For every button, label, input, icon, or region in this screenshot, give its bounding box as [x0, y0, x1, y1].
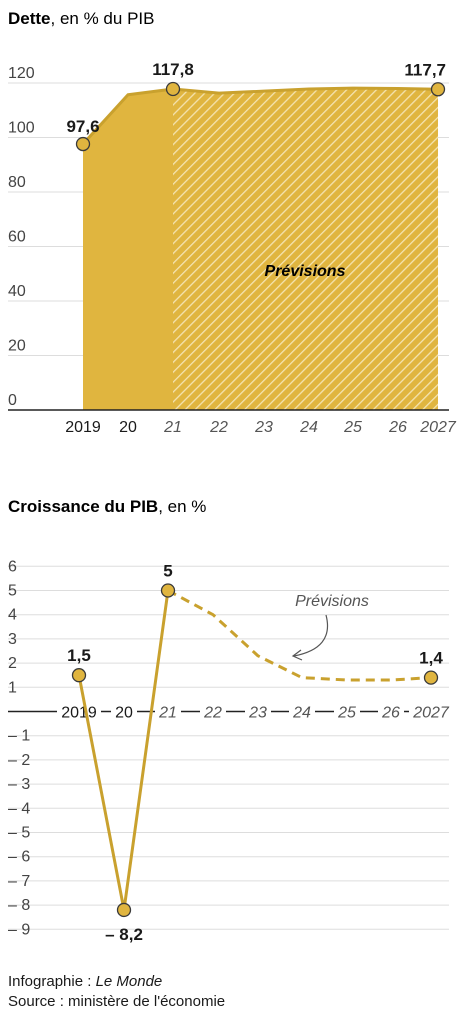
x-tick-2027: 2027: [419, 419, 457, 436]
y-tick-2: 2: [8, 655, 17, 672]
x-tick-22: 22: [203, 705, 222, 722]
x-tick-bg-2027: [409, 701, 453, 722]
y-tick--9: – 9: [8, 921, 30, 938]
x-tick-bg-22: [200, 701, 226, 722]
debt-label-2021: 117,8: [152, 60, 194, 79]
y-tick--3: – 3: [8, 776, 30, 793]
x-tick-21: 21: [163, 419, 182, 436]
x-tick-2027: 2027: [412, 705, 450, 722]
x-tick-22: 22: [209, 419, 228, 436]
y-tick--7: – 7: [8, 873, 30, 890]
debt-data-labels: 97,6 117,8 117,7: [66, 60, 446, 136]
gdp-point-2021: [160, 583, 176, 598]
credit-source: Source : ministère de l'économie: [8, 993, 226, 1010]
x-tick-bg-24: [289, 701, 315, 722]
x-tick-2019: 2019: [61, 705, 97, 722]
debt-label-2019: 97,6: [66, 117, 99, 136]
x-tick-bg-21: [155, 701, 181, 722]
y-tick--4: – 4: [8, 800, 30, 817]
gdp-forecast-annotation: Prévisions: [295, 593, 369, 610]
x-tick-23: 23: [254, 419, 273, 436]
y-tick-100: 100: [8, 120, 35, 137]
y-tick--8: – 8: [8, 897, 30, 914]
y-tick-4: 4: [8, 607, 17, 624]
gdp-label-2019: 1,5: [67, 646, 91, 665]
y-tick--1: – 1: [8, 728, 30, 745]
gdp-label-2020: – 8,2: [105, 925, 143, 944]
x-tick-26: 26: [381, 705, 400, 722]
x-tick-24: 24: [299, 419, 318, 436]
x-tick-25: 25: [343, 419, 362, 436]
gdp-label-2021: 5: [163, 562, 172, 581]
x-tick-bg-2019: [57, 701, 101, 722]
x-tick-20: 20: [115, 705, 133, 722]
y-tick-40: 40: [8, 283, 26, 300]
credit-publisher: Le Monde: [95, 973, 163, 990]
gdp-point-2027: [423, 670, 439, 685]
x-tick-bg-20: [111, 701, 137, 722]
y-tick-0: 0: [8, 392, 17, 409]
forecast-area: [173, 88, 438, 411]
x-tick-bg-25: [334, 701, 360, 722]
debt-forecast-annotation: Prévisions: [265, 263, 346, 280]
x-tick-21: 21: [158, 705, 177, 722]
debt-point-2027: [430, 82, 446, 97]
x-tick-23: 23: [248, 705, 267, 722]
x-tick-2019: 2019: [65, 419, 101, 436]
y-tick-6: 6: [8, 558, 17, 575]
y-tick-60: 60: [8, 229, 26, 246]
gdp-y-tick-labels: 6 5 4 3 2 1 – 1 – 2 – 3 – 4 – 5 – 6 – 7 – 8 – 9: [8, 558, 30, 938]
gdp-point-2019: [71, 668, 87, 683]
credits: Infographie : Le Monde Source : ministèr…: [8, 972, 225, 1012]
debt-point-2019: [75, 136, 91, 152]
x-tick-26: 26: [388, 419, 407, 436]
annotation-arrow: [293, 614, 328, 657]
gdp-x-tick-labels: 2019 20 21 22 23 24 25 26 2027: [57, 701, 453, 722]
historical-area: [83, 88, 173, 411]
y-tick--2: – 2: [8, 752, 30, 769]
debt-label-2027: 117,7: [404, 60, 446, 79]
x-tick-25: 25: [337, 705, 356, 722]
y-tick-80: 80: [8, 174, 26, 191]
gdp-data-labels: 1,5 – 8,2 5 1,4: [67, 562, 443, 944]
y-tick-120: 120: [8, 65, 35, 82]
gdp-chart-title: Croissance du PIB, en %: [8, 497, 206, 516]
y-tick--6: – 6: [8, 849, 30, 866]
y-tick-3: 3: [8, 631, 17, 648]
credit-infographie: Infographie : Le Monde: [8, 973, 163, 990]
annotation-arrow-head: [291, 649, 303, 661]
y-tick-20: 20: [8, 338, 26, 355]
x-tick-bg-23: [245, 701, 271, 722]
debt-point-2021: [165, 81, 181, 97]
y-tick--5: – 5: [8, 825, 30, 842]
gdp-points: [71, 583, 439, 918]
gdp-label-2027: 1,4: [419, 649, 443, 668]
debt-x-tick-labels: 2019 20 21 22 23 24 25 26 2027: [65, 419, 457, 436]
x-tick-20: 20: [119, 419, 137, 436]
gdp-forecast-line: [167, 589, 432, 682]
y-tick-5: 5: [8, 583, 17, 600]
x-tick-24: 24: [292, 705, 311, 722]
debt-area: [81, 86, 439, 411]
y-tick-1: 1: [8, 679, 17, 696]
debt-points: [75, 81, 446, 152]
debt-y-tick-labels: 0 20 40 60 80 100 120: [8, 65, 35, 409]
x-tick-bg-26: [378, 701, 404, 722]
gdp-gridlines: [8, 565, 449, 930]
debt-chart-title: Dette, en % du PIB: [8, 9, 154, 28]
debt-line: [81, 86, 439, 146]
gdp-point-2020: [116, 902, 132, 918]
